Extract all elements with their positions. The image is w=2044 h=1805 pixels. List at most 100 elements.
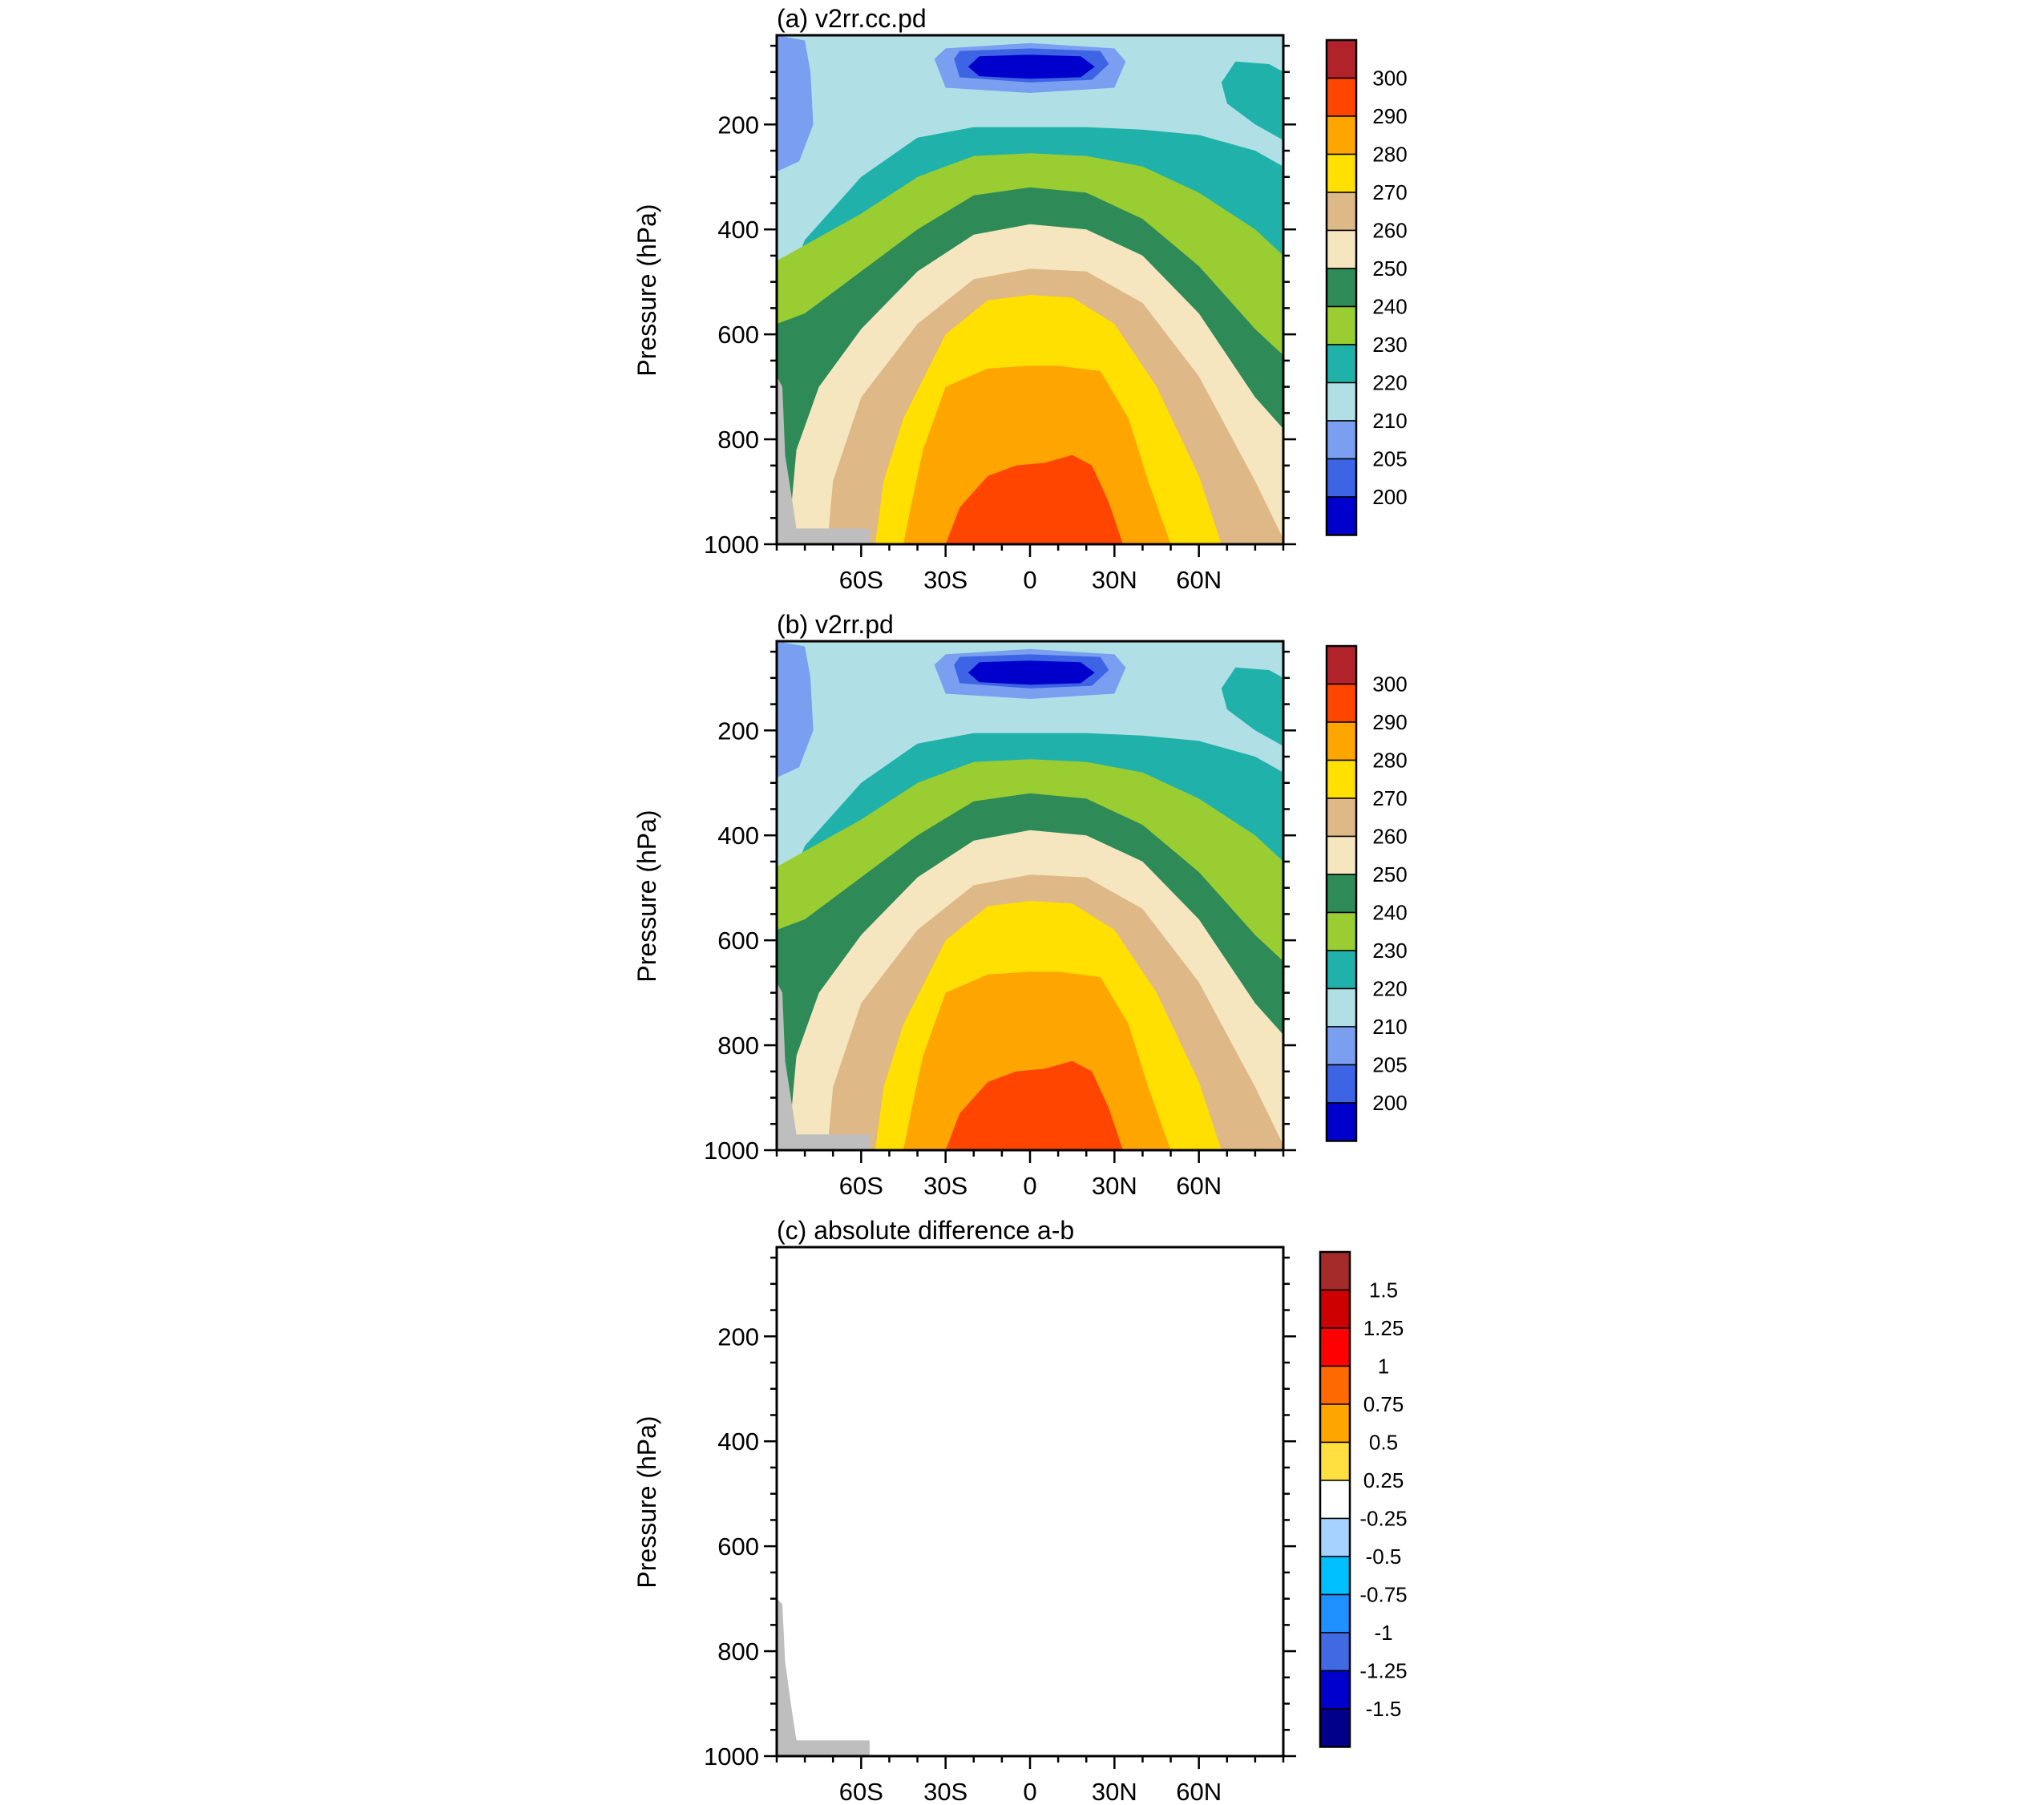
band-205	[777, 35, 814, 172]
missing	[777, 982, 870, 1150]
panel-title: (c) absolute difference a-b	[777, 1216, 1074, 1245]
x-tick-label: 0	[1023, 1172, 1036, 1200]
colorbar-label: 220	[1372, 977, 1407, 1001]
y-tick-label: 200	[717, 111, 759, 139]
y-tick-label: 800	[717, 1637, 759, 1666]
colorbar-swatch	[1326, 115, 1357, 155]
panel-title: (b) v2rr.pd	[777, 610, 894, 639]
colorbar-label: 230	[1372, 333, 1407, 357]
colorbar-swatch	[1319, 1593, 1351, 1633]
band-205	[777, 641, 814, 778]
axis-ticks: 200 400 600 800 1000 60S 30S 0 30N 60N	[704, 44, 1296, 594]
colorbar-frame	[1325, 38, 1358, 536]
colorbar-label: 280	[1372, 749, 1407, 773]
colorbar-swatch	[1319, 1403, 1351, 1444]
y-tick-label: 600	[717, 321, 759, 349]
colorbar-label: 260	[1372, 219, 1407, 243]
colorbar-label: -0.5	[1366, 1545, 1402, 1569]
y-tick-label: 600	[717, 927, 759, 955]
x-tick-label: 60S	[839, 1172, 883, 1200]
colorbar-swatch	[1326, 950, 1357, 990]
x-tick-label: 30N	[1092, 1172, 1137, 1200]
x-tick-label: 30N	[1092, 566, 1137, 594]
colorbar-swatch	[1319, 1289, 1351, 1329]
band-290	[945, 454, 1123, 544]
panel-a: (a) v2rr.cc.pd 200 400 600 800 1000 60S 30S 0 30…	[632, 4, 1408, 594]
y-tick-label: 800	[717, 426, 759, 454]
colorbar-frame	[1325, 644, 1358, 1142]
colorbar-label: 210	[1372, 1015, 1407, 1039]
colorbar-label: 300	[1372, 672, 1407, 697]
contour-fill	[777, 641, 1283, 1150]
colorbar-swatch	[1319, 1670, 1351, 1710]
colorbar-label: 200	[1372, 485, 1407, 509]
colorbar-swatch	[1326, 835, 1357, 875]
y-tick-label: 400	[717, 1427, 759, 1456]
y-axis-label: Pressure (hPa)	[632, 1415, 661, 1588]
colorbar-label: -0.75	[1359, 1583, 1407, 1607]
colorbar-label: 205	[1372, 1053, 1407, 1077]
colorbar-swatch	[1326, 192, 1357, 232]
missing	[777, 376, 870, 544]
colorbar-label: 220	[1372, 371, 1407, 395]
contour-fill	[777, 35, 1283, 544]
colorbar-swatch	[1326, 382, 1357, 422]
panel-title: (a) v2rr.cc.pd	[777, 4, 927, 33]
colorbar-swatch	[1326, 1064, 1357, 1104]
colorbar-swatch	[1326, 77, 1357, 117]
colorbar-label: 240	[1372, 901, 1407, 925]
colorbar-swatch	[1326, 911, 1357, 951]
colorbar-swatch	[1326, 39, 1357, 79]
colorbar-swatch	[1326, 268, 1357, 308]
colorbar-swatch	[1326, 645, 1357, 685]
colorbar-label: 1	[1378, 1355, 1389, 1379]
x-tick-label: 60N	[1176, 566, 1222, 594]
colorbar-swatch	[1319, 1251, 1351, 1291]
panel-c: (c) absolute difference a-b 200 400 600 800…	[632, 1216, 1408, 1805]
y-tick-label: 200	[717, 717, 759, 745]
x-tick-label: 60S	[839, 566, 883, 594]
x-tick-label: 60N	[1176, 1172, 1222, 1200]
band-290	[945, 1060, 1123, 1150]
x-tick-label: 30N	[1092, 1778, 1137, 1805]
missing	[777, 1598, 870, 1756]
colorbar-label: 210	[1372, 409, 1407, 433]
x-tick-label: 30S	[923, 1172, 967, 1200]
colorbar-label: 0.25	[1363, 1468, 1404, 1492]
colorbar-swatch	[1319, 1441, 1351, 1481]
y-tick-label: 800	[717, 1032, 759, 1060]
x-tick-label: 60N	[1176, 1778, 1222, 1805]
colorbar-label: 300	[1372, 67, 1407, 91]
colorbar-label: -1.25	[1359, 1659, 1407, 1683]
colorbar-swatch	[1319, 1327, 1351, 1367]
colorbar-swatch	[1319, 1632, 1351, 1672]
band-200-strat	[967, 660, 1095, 685]
colorbar-swatch	[1326, 496, 1357, 536]
colorbar-swatch	[1326, 153, 1357, 193]
colorbar-label: 0.5	[1369, 1431, 1398, 1455]
colorbar-label: 1.25	[1363, 1316, 1404, 1340]
colorbar-swatch	[1326, 874, 1357, 914]
band-zero	[777, 1247, 1283, 1756]
colorbar-swatch	[1326, 987, 1357, 1028]
colorbar-label: 280	[1372, 143, 1407, 167]
colorbar-label: 290	[1372, 710, 1407, 734]
colorbar-swatch	[1319, 1556, 1351, 1596]
axis-ticks: 200 400 600 800 1000 60S 30S 0 30N 60N	[704, 650, 1296, 1200]
y-tick-label: 1000	[704, 531, 759, 559]
colorbar-label: 205	[1372, 447, 1407, 471]
x-tick-label: 60S	[839, 1778, 883, 1805]
colorbar-swatch	[1326, 229, 1357, 269]
colorbar-swatch	[1326, 344, 1357, 384]
y-tick-label: 400	[717, 822, 759, 850]
colorbar-label: 270	[1372, 180, 1407, 204]
y-tick-label: 400	[717, 216, 759, 244]
colorbar-swatch	[1319, 1480, 1351, 1520]
x-tick-label: 30S	[923, 1778, 967, 1805]
band-200-strat	[967, 55, 1095, 79]
colorbar-label: 230	[1372, 939, 1407, 963]
colorbar-swatch	[1326, 420, 1357, 460]
y-axis-label: Pressure (hPa)	[632, 204, 661, 376]
y-tick-label: 600	[717, 1532, 759, 1561]
y-tick-label: 1000	[704, 1742, 759, 1771]
